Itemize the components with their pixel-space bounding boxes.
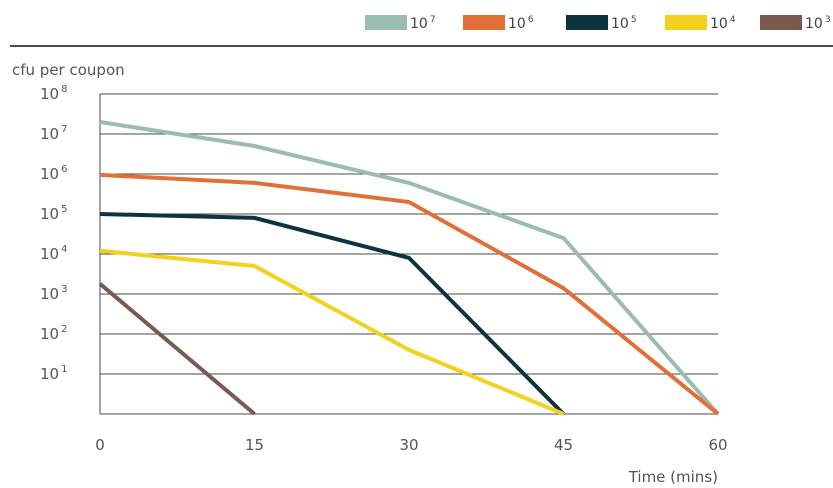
legend-swatch [463, 15, 505, 30]
x-axis-title: Time (mins) [628, 468, 718, 486]
x-tick-label: 15 [245, 436, 264, 454]
legend-label: 10 6 [508, 15, 534, 32]
x-tick-label: 60 [708, 436, 727, 454]
legend-label: 10 3 [805, 15, 831, 32]
y-axis-title: cfu per coupon [12, 61, 125, 79]
series-line-10-6 [99, 172, 720, 416]
series-line-10-3 [98, 282, 256, 416]
y-tick-label: 10 4 [40, 244, 67, 263]
series-line-10-7 [99, 120, 720, 416]
legend-swatch [760, 15, 802, 30]
grid [99, 93, 718, 415]
y-tick-label: 10 7 [40, 124, 67, 143]
legend-label: 10 4 [710, 15, 736, 32]
series-line-10-4 [99, 248, 565, 416]
x-tick-label: 30 [399, 436, 418, 454]
series [98, 120, 720, 416]
legend-swatch [566, 15, 608, 30]
legend: 10 7 10 6 10 5 10 4 10 3 [365, 15, 831, 32]
y-tick-label: 10 6 [40, 164, 67, 183]
y-tick-label: 10 1 [40, 364, 67, 383]
x-axis-ticks: 0 15 30 45 60 [95, 436, 727, 454]
x-tick-label: 0 [95, 436, 105, 454]
legend-label: 10 5 [611, 15, 637, 32]
y-tick-label: 10 3 [40, 284, 67, 303]
legend-label: 10 7 [410, 15, 436, 32]
y-tick-label: 10 5 [40, 204, 67, 223]
legend-swatch [365, 15, 407, 30]
legend-swatch [665, 15, 707, 30]
x-tick-label: 45 [554, 436, 573, 454]
y-tick-label: 10 8 [40, 84, 67, 103]
series-line-10-5 [99, 212, 565, 416]
y-tick-label: 10 2 [40, 324, 67, 343]
